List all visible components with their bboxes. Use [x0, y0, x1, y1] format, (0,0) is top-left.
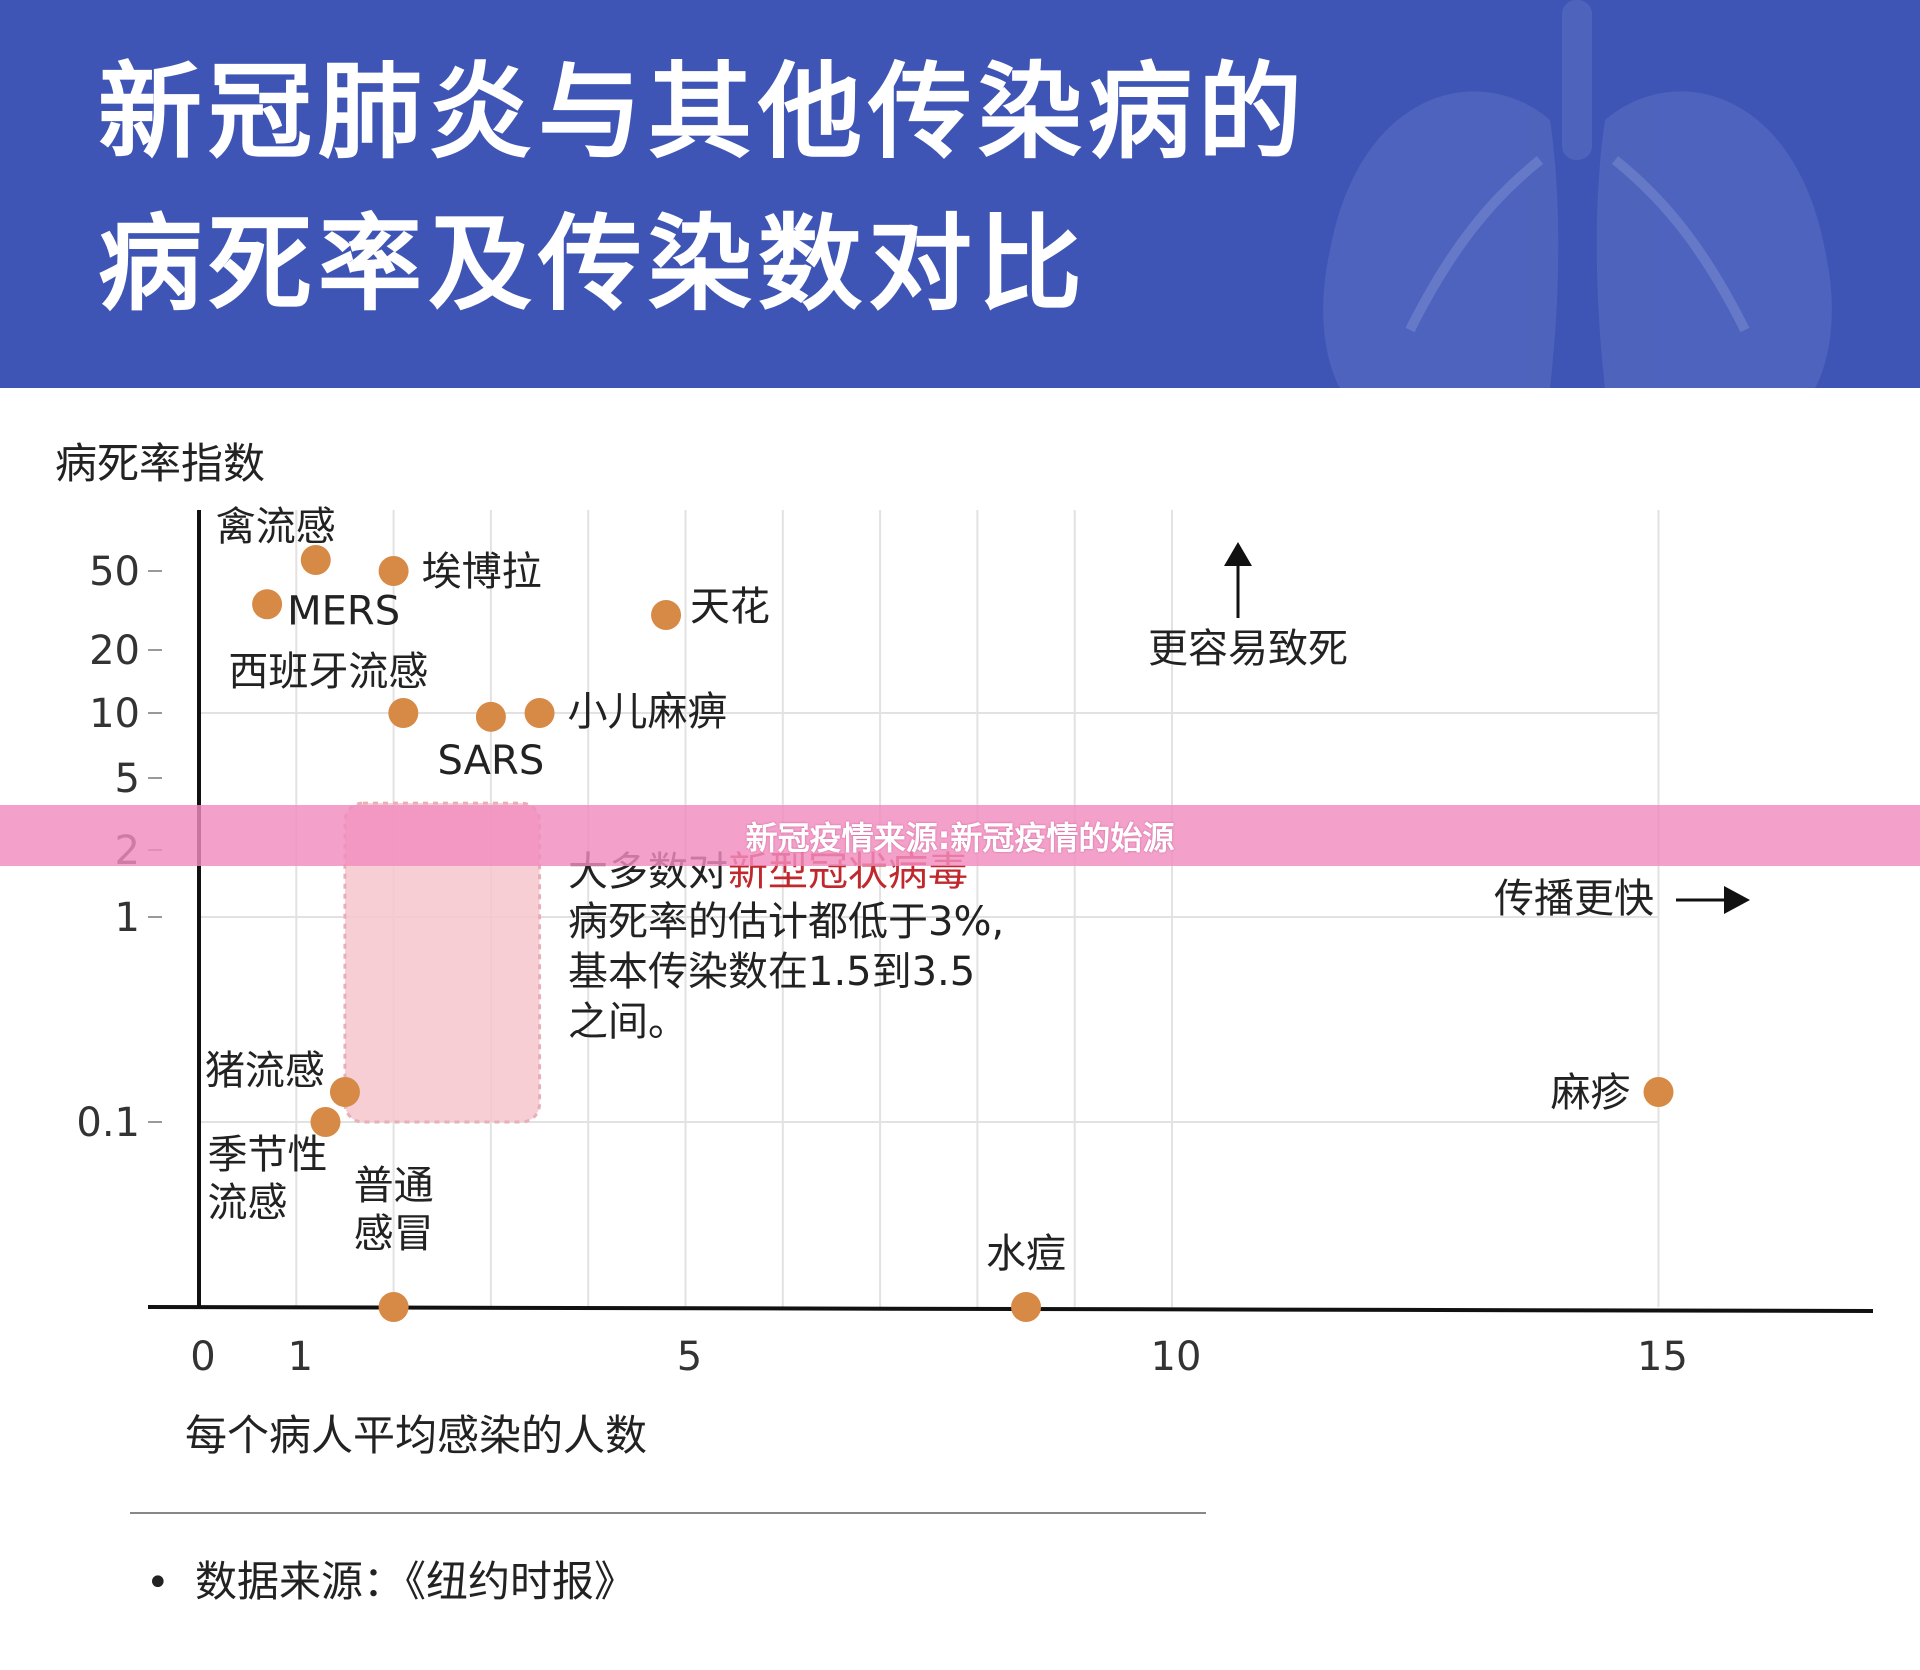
x-axis — [147, 1305, 1874, 1313]
arrow-up-icon — [1224, 542, 1252, 566]
x-tick-label: 1 — [288, 1334, 313, 1380]
arrow-right-icon — [1724, 886, 1750, 914]
faster-annotation: 传播更快 — [1494, 876, 1750, 922]
footer-bullet: • — [146, 1560, 170, 1606]
data-point — [310, 1107, 341, 1137]
y-tick-labels: 5020105210.1 — [76, 549, 162, 1146]
data-point — [300, 545, 331, 575]
overlay-banner: 新冠疫情来源:新冠疫情的始源 — [0, 805, 1920, 866]
data-point — [1643, 1077, 1674, 1108]
data-point — [475, 701, 506, 732]
header-banner: 新冠肺炎与其他传染病的 病死率及传染数对比 — [0, 0, 1920, 388]
y-tick-label: 5 — [115, 756, 140, 802]
y-tick-label: 0.1 — [76, 1100, 140, 1146]
point-label: SARS — [438, 738, 545, 784]
point-label: 感冒 — [354, 1211, 434, 1257]
vertical-gridlines — [295, 510, 1660, 1307]
point-label: 猪流感 — [205, 1048, 325, 1094]
data-point — [252, 589, 283, 620]
faster-label: 传播更快 — [1494, 876, 1654, 922]
y-tick-label: 50 — [89, 549, 140, 595]
data-point — [388, 698, 419, 728]
point-label: 普通 — [354, 1163, 434, 1209]
y-tick-label: 10 — [89, 691, 140, 737]
deadlier-label: 更容易致死 — [1148, 626, 1348, 672]
covid-note-line-2: 病死率的估计都低于3%, — [568, 899, 1004, 945]
x-tick-labels: 0 1 5 10 15 — [190, 1334, 1688, 1380]
point-label: 水痘 — [986, 1231, 1066, 1277]
data-points — [252, 545, 1674, 1322]
point-label: 西班牙流感 — [228, 649, 428, 695]
deadlier-annotation: 更容易致死 — [1148, 542, 1348, 672]
y-tick-label: 1 — [115, 895, 140, 941]
point-label: 流感 — [207, 1180, 287, 1226]
point-label: MERS — [287, 588, 400, 634]
x-axis-title: 每个病人平均感染的人数 — [185, 1411, 647, 1460]
lung-illustration — [1323, 0, 1832, 388]
x-tick-label: 5 — [677, 1334, 702, 1380]
point-label: 麻疹 — [1551, 1070, 1631, 1116]
point-label: 天花 — [690, 584, 770, 630]
point-label: 季节性 — [207, 1132, 327, 1178]
covid-note-line-4: 之间。 — [568, 999, 688, 1045]
overlay-banner-text: 新冠疫情来源:新冠疫情的始源 — [745, 818, 1175, 857]
point-label: 埃博拉 — [422, 549, 542, 595]
page-title-line-2: 病死率及传染数对比 — [98, 203, 1089, 325]
x-tick-label: 10 — [1151, 1334, 1202, 1380]
data-point — [378, 556, 409, 586]
covid-estimate-region — [343, 801, 542, 1124]
data-point — [524, 698, 555, 728]
data-point — [329, 1077, 360, 1108]
point-label: 禽流感 — [216, 504, 336, 550]
point-label: 小儿麻痹 — [568, 689, 728, 735]
covid-note-line-3: 基本传染数在1.5到3.5 — [568, 949, 975, 995]
data-point — [378, 1292, 409, 1322]
y-tick-label: 20 — [89, 628, 140, 674]
x-tick-label: 0 — [190, 1334, 215, 1380]
footer-source: 数据来源：《纽约时报》 — [195, 1557, 636, 1606]
x-tick-label: 15 — [1637, 1334, 1688, 1380]
page-title-line-1: 新冠肺炎与其他传染病的 — [98, 51, 1309, 173]
data-point — [651, 600, 682, 631]
data-point — [1011, 1292, 1042, 1322]
y-axis-title: 病死率指数 — [55, 439, 265, 488]
